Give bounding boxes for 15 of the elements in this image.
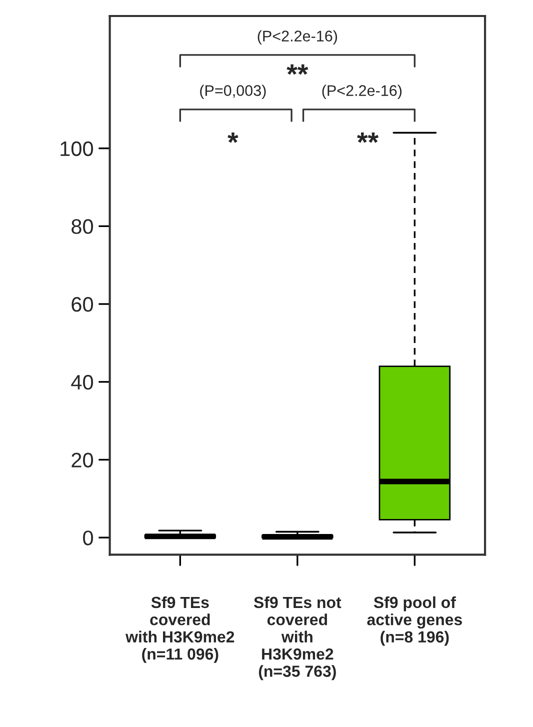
x-tick-label: Sf9 TEs covered with H3K9me2 (n=11 096) [126, 596, 234, 663]
y-tick-label: 20 [72, 452, 94, 468]
annotation: ** [357, 132, 379, 143]
y-tick-label: 100 [60, 141, 94, 156]
annotation: (P<2.2e-16) [322, 84, 402, 100]
y-tick-label: 0 [83, 530, 94, 546]
annotation: ** [286, 64, 308, 75]
annotation: (P<2.2e-16) [258, 30, 338, 45]
y-tick-label: 80 [72, 219, 94, 234]
x-tick-label: Sf9 pool of active genes (n=8 196) [367, 596, 462, 646]
y-tick-label: 60 [72, 297, 94, 312]
y-tick-label: 40 [71, 374, 94, 390]
annotation: (P=0,003) [200, 84, 266, 100]
x-tick-label: Sf9 TEs not covered with H3K9me2 (n=35 763) [254, 596, 342, 680]
annotation: * [228, 132, 238, 143]
